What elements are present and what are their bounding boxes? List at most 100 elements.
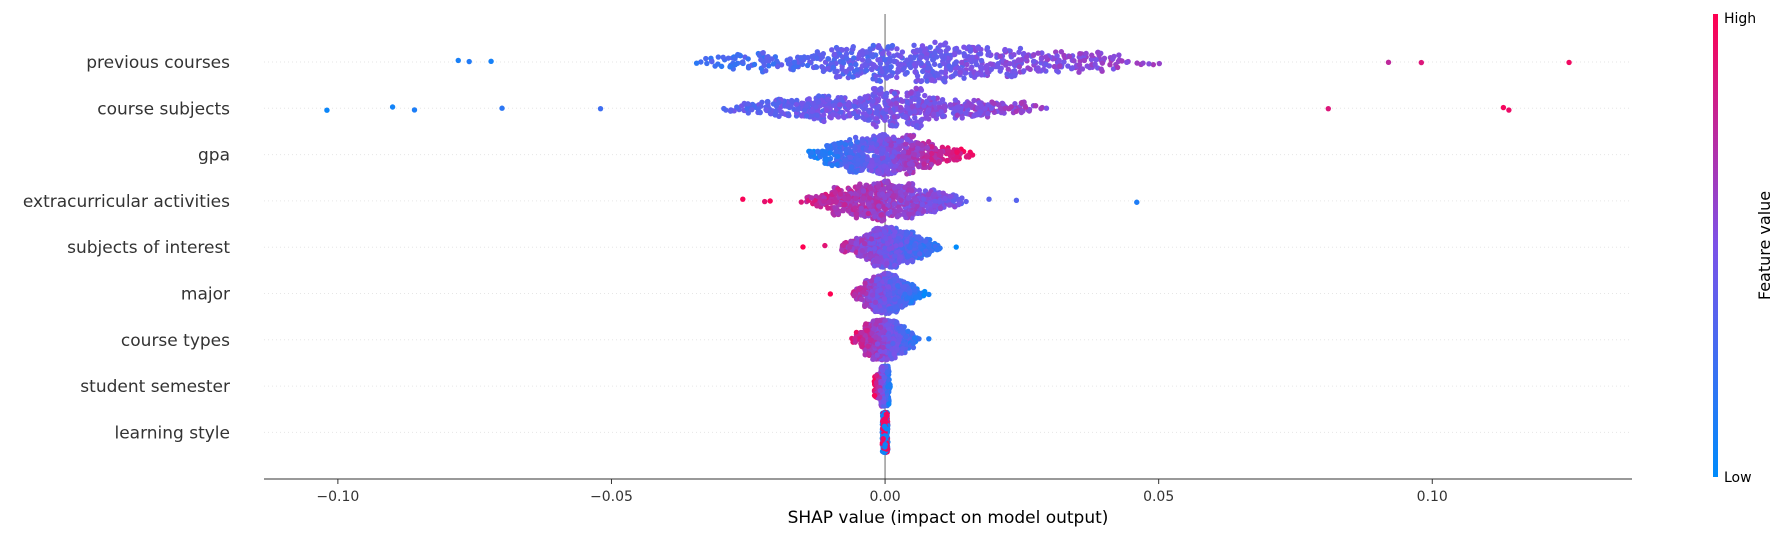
shap-point bbox=[838, 95, 844, 101]
shap-point bbox=[844, 55, 850, 62]
shap-point bbox=[977, 108, 983, 115]
shap-point bbox=[863, 301, 870, 308]
shap-point bbox=[1058, 49, 1065, 55]
shap-point bbox=[908, 298, 915, 305]
shap-point bbox=[863, 94, 869, 100]
shap-point bbox=[952, 97, 959, 103]
shap-point bbox=[846, 244, 853, 250]
shap-point bbox=[931, 209, 938, 215]
shap-point bbox=[897, 165, 903, 171]
shap-point bbox=[924, 78, 930, 84]
shap-point bbox=[887, 109, 894, 115]
shap-point bbox=[894, 46, 900, 52]
shap-point bbox=[1013, 197, 1020, 204]
shap-point bbox=[1076, 62, 1083, 68]
shap-point bbox=[709, 58, 715, 65]
shap-point bbox=[499, 105, 505, 111]
shap-point bbox=[889, 122, 895, 128]
shap-point bbox=[864, 156, 871, 163]
shap-point bbox=[883, 106, 889, 113]
shap-point bbox=[852, 205, 858, 211]
shap-point bbox=[914, 123, 920, 129]
shap-point bbox=[882, 65, 888, 71]
shap-point bbox=[787, 56, 793, 62]
shap-point bbox=[900, 153, 906, 159]
shap-point bbox=[925, 107, 932, 113]
shap-point bbox=[873, 141, 880, 148]
shap-point bbox=[854, 139, 860, 145]
shap-point bbox=[876, 282, 882, 288]
shap-point bbox=[914, 234, 920, 240]
shap-point bbox=[1077, 51, 1083, 57]
shap-point bbox=[868, 236, 875, 242]
shap-point bbox=[776, 99, 782, 106]
shap-point bbox=[881, 163, 888, 169]
shap-point bbox=[822, 156, 829, 163]
shap-point bbox=[389, 104, 396, 110]
shap-point bbox=[928, 161, 934, 168]
shap-point bbox=[850, 44, 856, 50]
shap-point bbox=[904, 259, 911, 266]
shap-point bbox=[911, 151, 918, 158]
shap-point bbox=[932, 50, 938, 56]
shap-point bbox=[809, 112, 816, 119]
shap-point bbox=[924, 114, 930, 121]
shap-point bbox=[870, 42, 877, 49]
shap-point bbox=[887, 55, 893, 61]
shap-point bbox=[904, 136, 911, 143]
shap-point bbox=[873, 232, 880, 239]
shap-point bbox=[847, 141, 854, 147]
shap-point bbox=[821, 118, 827, 125]
shap-point bbox=[1043, 54, 1049, 60]
shap-point bbox=[942, 104, 948, 111]
shap-point bbox=[898, 254, 904, 261]
shap-point bbox=[985, 110, 991, 117]
shap-point bbox=[907, 109, 914, 116]
shap-point bbox=[791, 59, 798, 65]
shap-point bbox=[876, 249, 883, 255]
shap-point bbox=[850, 74, 856, 80]
shap-point bbox=[885, 136, 891, 143]
shap-point bbox=[744, 105, 750, 112]
shap-point bbox=[942, 70, 949, 76]
shap-point bbox=[1002, 46, 1008, 53]
shap-point bbox=[954, 112, 960, 118]
shap-point bbox=[850, 110, 857, 116]
shap-point bbox=[908, 90, 914, 96]
shap-point bbox=[994, 64, 1001, 70]
shap-point bbox=[925, 191, 932, 198]
shap-point bbox=[968, 103, 975, 109]
shap-point bbox=[873, 116, 880, 122]
shap-point bbox=[885, 211, 891, 217]
shap-point bbox=[888, 64, 894, 70]
shap-point bbox=[851, 293, 857, 299]
shap-point bbox=[874, 341, 881, 347]
shap-point bbox=[937, 100, 943, 106]
shap-point bbox=[834, 46, 841, 52]
shap-point bbox=[887, 162, 894, 168]
shap-point bbox=[878, 212, 884, 218]
shap-point bbox=[821, 198, 827, 205]
shap-point bbox=[832, 69, 838, 75]
shap-point bbox=[466, 58, 472, 65]
shap-point bbox=[745, 56, 751, 62]
shap-point bbox=[863, 67, 870, 74]
shap-point bbox=[852, 98, 858, 105]
shap-point bbox=[1013, 108, 1019, 115]
shap-point bbox=[991, 100, 997, 107]
shap-point bbox=[925, 250, 931, 256]
shap-point bbox=[959, 115, 965, 121]
shap-point bbox=[925, 65, 931, 71]
shap-point bbox=[856, 53, 862, 59]
shap-point bbox=[919, 43, 926, 49]
shap-point bbox=[795, 106, 801, 112]
shap-point bbox=[966, 44, 972, 50]
shap-point bbox=[852, 144, 858, 151]
shap-point bbox=[871, 326, 877, 332]
shap-point bbox=[885, 98, 892, 104]
shap-point bbox=[953, 59, 959, 65]
shap-point bbox=[873, 110, 879, 116]
shap-point bbox=[911, 286, 918, 293]
shap-point bbox=[1098, 66, 1104, 72]
